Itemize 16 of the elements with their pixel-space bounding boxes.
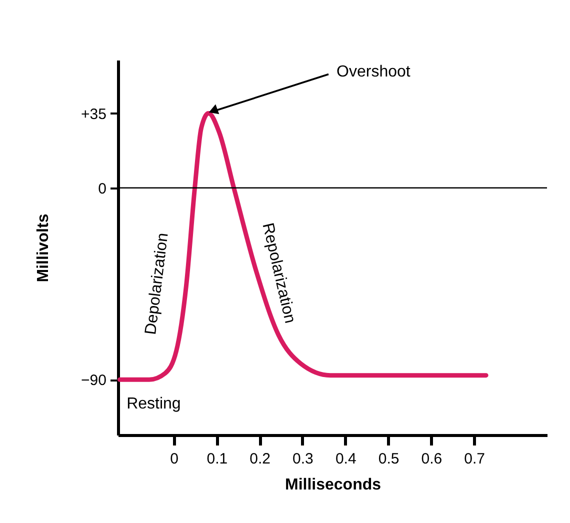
x-tick-label: 0.4 [335, 450, 356, 468]
x-tick-label: 0.7 [464, 450, 485, 468]
x-tick-label: 0.5 [378, 450, 400, 468]
x-axis-title: Milliseconds [284, 476, 382, 494]
y-tick-label: −90 [81, 372, 106, 390]
annotation: Resting [126, 396, 181, 413]
y-tick-label: +35 [81, 106, 106, 123]
x-tick-label: 0 [170, 450, 178, 468]
x-tick-label: 0.3 [292, 450, 314, 468]
annotation: Overshoot [336, 63, 411, 80]
annotation: Depolarization [142, 232, 172, 336]
x-tick-label: 0.1 [206, 450, 228, 468]
x-tick-label: 0.6 [421, 450, 442, 468]
x-tick-label: 0.2 [250, 450, 270, 468]
y-tick-label: 0 [98, 180, 106, 198]
y-axis-title: Millivolts [35, 214, 52, 282]
